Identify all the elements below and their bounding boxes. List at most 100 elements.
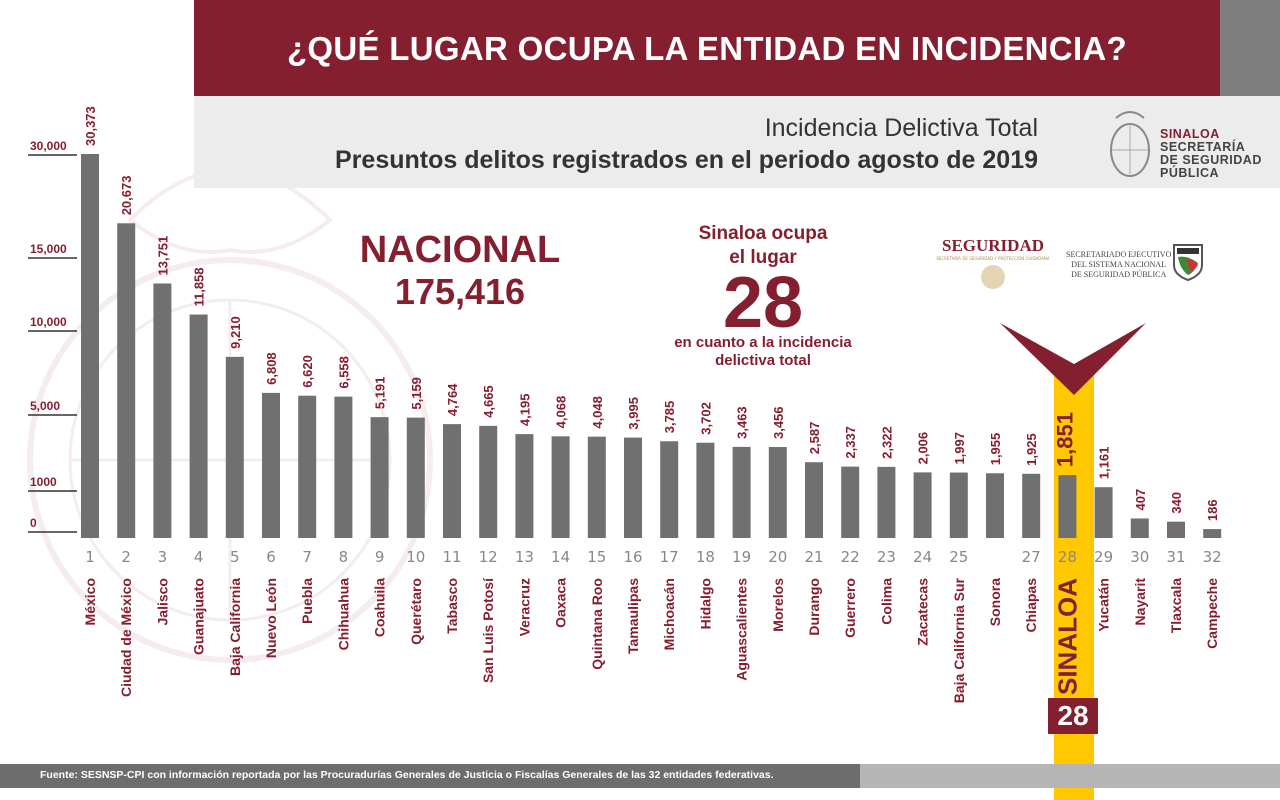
title-accent-block: [1220, 0, 1280, 96]
page-title: ¿QUÉ LUGAR OCUPA LA ENTIDAD EN INCIDENCI…: [286, 30, 1128, 67]
bar: [298, 395, 317, 538]
national-total-block: NACIONAL 175,416: [340, 230, 580, 314]
value-label: 3,702: [698, 402, 713, 435]
sesnsp-logo-text: SECRETARIADO EJECUTIVO DEL SISTEMA NACIO…: [1066, 250, 1171, 280]
state-label: Hidalgo: [697, 578, 713, 629]
state-label: Coahuila: [372, 578, 388, 637]
sesnsp-line: DE SEGURIDAD PÚBLICA: [1071, 270, 1167, 279]
source-footer: Fuente: SESNSP-CPI con información repor…: [0, 764, 860, 788]
value-label: 3,785: [662, 401, 677, 434]
ssp-logo-line: PÚBLICA: [1160, 166, 1220, 180]
rank-label: 19: [732, 548, 751, 566]
state-label: Guanajuato: [191, 578, 207, 655]
bar: [443, 424, 461, 538]
value-label: 13,751: [155, 236, 170, 276]
state-label: Chihuahua: [335, 578, 351, 651]
bar: [1022, 473, 1041, 538]
seguridad-wordmark: SEGURIDAD: [941, 236, 1045, 255]
value-label: 30,373: [83, 106, 98, 146]
bar: [262, 392, 280, 538]
state-label: San Luis Potosí: [480, 577, 496, 683]
rank-label: 9: [375, 548, 385, 566]
rank-label: 24: [913, 548, 932, 566]
rank-label: 29: [1094, 548, 1113, 566]
state-label: Tamaulipas: [625, 578, 641, 654]
state-label: Chiapas: [1023, 578, 1039, 633]
bar: [624, 437, 642, 538]
value-label: 3,463: [735, 406, 750, 439]
rank-number: 28: [722, 263, 804, 343]
value-label: 1,925: [1024, 433, 1039, 466]
rank-label: 11: [442, 548, 461, 566]
rank-label: 17: [660, 548, 679, 566]
bar: [587, 436, 606, 538]
footer-accent: [860, 764, 1280, 788]
bar: [551, 436, 570, 538]
bar: [660, 441, 679, 538]
rank-label: 14: [551, 548, 570, 566]
value-label: 6,808: [264, 352, 279, 385]
subtitle-band: [194, 96, 1280, 188]
value-label: 3,456: [771, 406, 786, 439]
bar: [1130, 518, 1149, 538]
bar: [189, 314, 208, 538]
ssp-logo-line: SECRETARÍA: [1160, 140, 1246, 154]
value-label: 4,764: [445, 383, 460, 416]
state-label: Durango: [806, 578, 822, 636]
bar: [81, 154, 99, 538]
value-label: 2,587: [807, 422, 822, 455]
state-label: Michoacán: [661, 578, 677, 650]
bar: [117, 223, 136, 538]
y-tick-label: 1000: [30, 475, 57, 489]
rank-label: 13: [515, 548, 534, 566]
bar: [1203, 529, 1222, 538]
sesnsp-shield-icon: [1173, 244, 1203, 281]
state-label: Jalisco: [154, 578, 170, 625]
rank-label: 23: [877, 548, 896, 566]
state-label: Baja California Sur: [951, 577, 967, 703]
bar: [986, 473, 1004, 538]
sesnsp-line: SECRETARIADO EJECUTIVO: [1066, 250, 1172, 259]
value-label: 2,337: [843, 426, 858, 459]
rank-label: 3: [158, 548, 168, 566]
y-tick-label: 0: [30, 516, 37, 530]
value-label: 3,995: [626, 397, 641, 430]
value-label: 1,997: [952, 432, 967, 465]
bar: [479, 425, 498, 538]
bar: [841, 466, 860, 538]
bar: [153, 283, 172, 538]
state-label: Baja California: [227, 578, 243, 676]
ssp-logo-text: SINALOA SECRETARÍA DE SEGURIDAD PÚBLICA: [1160, 128, 1262, 180]
rank-label: 31: [1166, 548, 1185, 566]
bar: [805, 462, 823, 538]
state-label: Nuevo León: [263, 578, 279, 658]
ssp-logo-line: DE SEGURIDAD: [1160, 153, 1262, 167]
rank-label: 10: [406, 548, 425, 566]
state-label: Nayarit: [1132, 578, 1148, 626]
rank-label: 12: [479, 548, 498, 566]
state-label: Tabasco: [444, 578, 460, 634]
bar: [877, 466, 896, 538]
rank-callout-line: Sinaloa ocupa: [698, 223, 828, 244]
state-label: Puebla: [299, 578, 315, 624]
value-label: 4,665: [481, 385, 496, 418]
state-label: Veracruz: [516, 578, 532, 636]
rank-label: 4: [194, 548, 204, 566]
subtitle-primary: Incidencia Delictiva Total: [764, 114, 1038, 142]
y-tick-label: 5,000: [30, 399, 60, 413]
rank-label: 21: [804, 548, 823, 566]
rank-callout: Sinaloa ocupa el lugar 28 en cuanto a la…: [630, 222, 896, 370]
state-label: Guerrero: [842, 578, 858, 638]
title-banner: ¿QUÉ LUGAR OCUPA LA ENTIDAD EN INCIDENCI…: [194, 0, 1220, 96]
ssp-logo-line: SINALOA: [1160, 127, 1220, 141]
rank-callout-line: delictiva total: [715, 352, 811, 369]
value-label: 340: [1169, 492, 1184, 514]
seguridad-subtext: SECRETARÍA DE SEGURIDAD Y PROTECCIÓN CIU…: [936, 256, 1050, 261]
value-label: 2,322: [879, 426, 894, 459]
value-label: 186: [1205, 499, 1220, 521]
state-label: Yucatán: [1096, 578, 1112, 632]
value-label: 5,159: [409, 377, 424, 410]
rank-label: 7: [302, 548, 312, 566]
bar: [334, 396, 353, 538]
state-label-highlight: SINALOA: [1052, 578, 1082, 695]
